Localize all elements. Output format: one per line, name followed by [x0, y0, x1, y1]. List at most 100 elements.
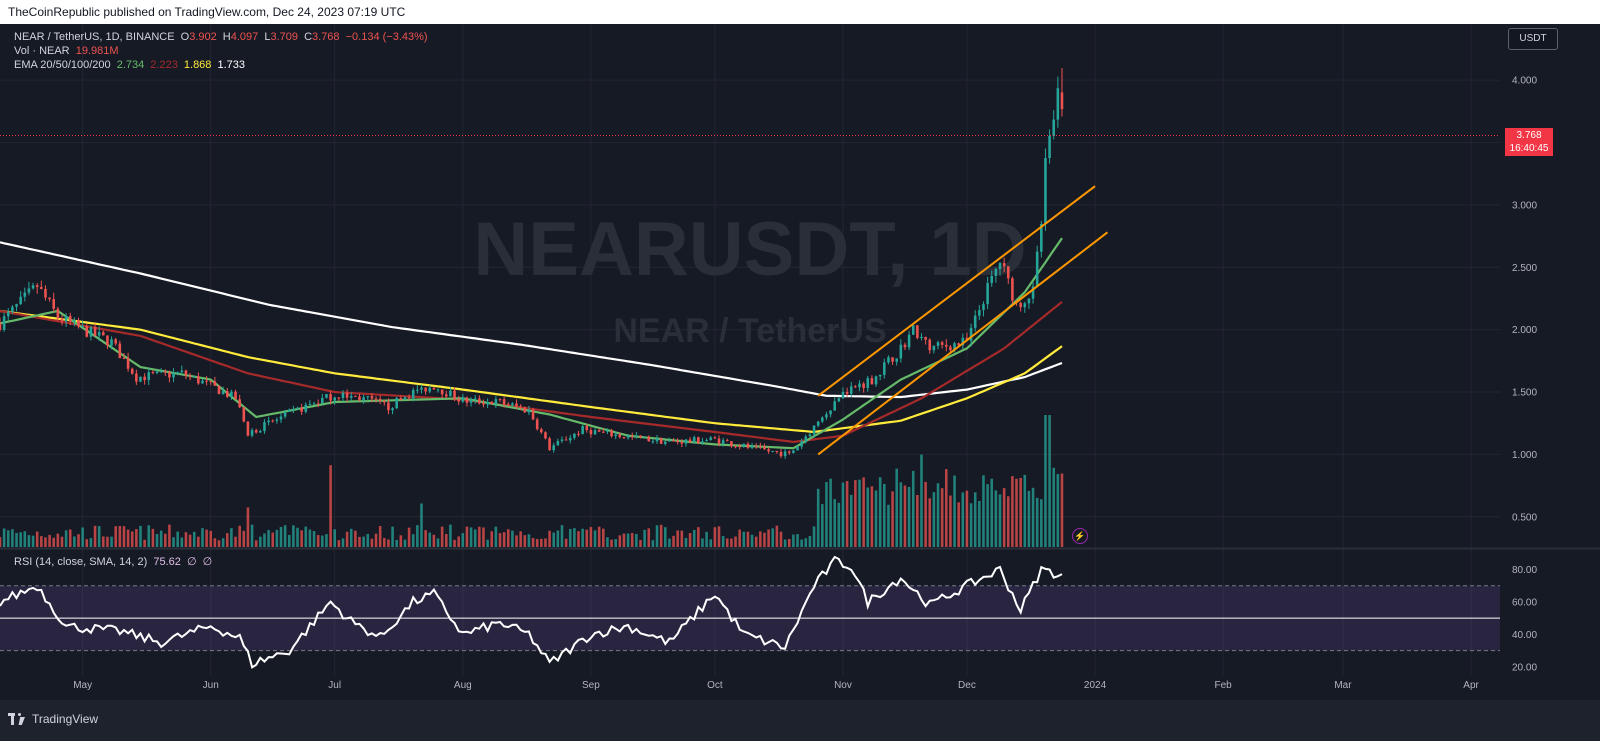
candle-body — [349, 395, 353, 398]
volume-bar — [106, 536, 109, 547]
volume-bar — [453, 539, 456, 547]
candle-body — [122, 358, 126, 360]
volume-bar — [267, 529, 270, 547]
volume-bar — [812, 526, 816, 547]
candle-body — [808, 434, 812, 437]
volume-bar — [920, 454, 923, 547]
candle-body — [907, 334, 911, 348]
volume-bar — [6, 530, 10, 547]
volume-bar — [139, 525, 142, 547]
candle-body — [1035, 251, 1039, 287]
volume-bar — [259, 536, 262, 547]
candle-body — [271, 420, 275, 422]
volume-bar — [965, 490, 969, 547]
candle-body — [106, 335, 109, 346]
candle-body — [217, 385, 221, 394]
price-tick-label: 2.000 — [1512, 325, 1537, 336]
volume-bar — [494, 526, 498, 547]
volume-bar — [304, 526, 308, 547]
candle-body — [230, 391, 233, 397]
candle-body — [874, 376, 878, 385]
volume-bar — [110, 536, 113, 547]
candle-body — [192, 376, 196, 378]
volume-bar — [31, 535, 35, 547]
volume-bar — [168, 524, 171, 547]
candle-body — [15, 304, 18, 307]
price-tick-label: 1.500 — [1512, 388, 1537, 399]
volume-bar — [230, 528, 233, 547]
lightning-icon[interactable]: ⚡ — [1072, 528, 1088, 544]
candle-body — [259, 431, 262, 433]
candle-body — [804, 436, 808, 442]
candle-body — [680, 442, 684, 444]
candle-body — [308, 403, 312, 405]
candle-body — [841, 391, 845, 399]
volume-bar — [217, 540, 221, 547]
candle-body — [519, 406, 522, 408]
volume-bar — [337, 540, 341, 547]
volume-bar — [1060, 473, 1064, 547]
channel-line-lower — [817, 231, 1109, 456]
volume-bar — [490, 531, 494, 547]
volume-bar — [176, 531, 179, 547]
candle-body — [655, 438, 659, 442]
candle-body — [68, 316, 72, 322]
time-tick-label: Dec — [958, 680, 976, 691]
price-tick-label: 4.000 — [1512, 76, 1537, 87]
volume-bar — [961, 492, 965, 547]
candle-body — [568, 437, 572, 441]
volume-bar — [383, 537, 386, 547]
volume-bar — [523, 535, 527, 547]
volume-bar — [668, 538, 671, 547]
candle-body — [201, 380, 204, 384]
candle-body — [730, 441, 733, 447]
volume-bar — [911, 470, 915, 547]
time-tick-label: Aug — [454, 680, 472, 691]
bar-countdown: 16:40:45 — [1509, 143, 1549, 154]
volume-bar — [292, 525, 295, 547]
currency-button[interactable]: USDT — [1508, 28, 1558, 50]
volume-bar — [932, 492, 936, 547]
candle-body — [1056, 88, 1060, 120]
chart-panel[interactable] — [0, 24, 1600, 700]
volume-bar — [184, 532, 188, 547]
candle-body — [147, 372, 151, 381]
candle-body — [366, 396, 370, 398]
grid-lines — [0, 24, 1500, 675]
volume-bar — [754, 536, 758, 547]
volume-bar — [399, 535, 403, 547]
rsi-line — [0, 555, 1063, 669]
volume-bar — [366, 533, 370, 547]
volume-bar — [424, 530, 427, 547]
candle-body — [635, 435, 638, 437]
candle-body — [168, 372, 171, 378]
volume-bar — [135, 529, 138, 547]
time-tick-label: Apr — [1463, 680, 1479, 691]
volume-bar — [907, 486, 911, 547]
candle-body — [837, 398, 841, 402]
ema200-line — [0, 241, 1063, 399]
candle-body — [1052, 119, 1055, 136]
candle-body — [1006, 266, 1010, 279]
volume-bar — [287, 534, 291, 547]
tradingview-logo[interactable]: TradingView — [8, 712, 98, 726]
volume-bar — [738, 529, 741, 547]
candle-body — [630, 435, 634, 437]
volume-bar — [205, 529, 208, 547]
candle-body — [771, 450, 775, 452]
volume-bar — [957, 502, 960, 547]
volume-bar — [705, 531, 708, 547]
volume-bar — [597, 526, 601, 547]
candle-body — [40, 287, 43, 289]
volume-bar — [147, 525, 151, 547]
legend-rsi-value: 75.62 — [153, 556, 181, 568]
candle-body — [821, 417, 824, 422]
volume-bar — [978, 500, 981, 547]
volume-bar — [548, 530, 551, 547]
candle-body — [6, 311, 10, 317]
volume-bar — [887, 504, 890, 547]
ema50-line — [0, 300, 1063, 444]
candle-body — [945, 344, 948, 347]
candle-body — [878, 374, 882, 377]
